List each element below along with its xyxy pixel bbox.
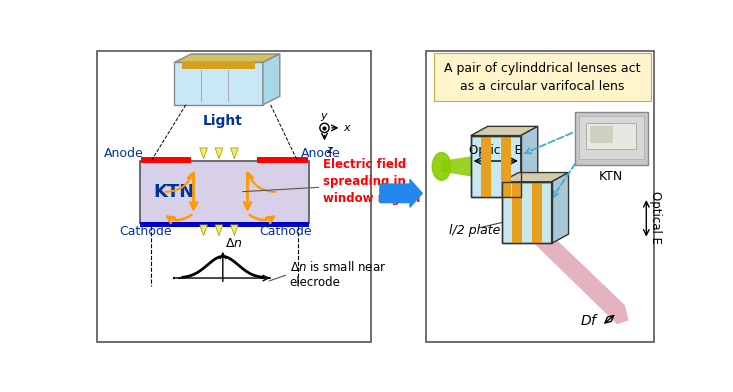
Polygon shape xyxy=(521,126,538,197)
Polygon shape xyxy=(552,172,569,243)
Text: Electric field
spreading in
window region: Electric field spreading in window regio… xyxy=(323,158,420,205)
Bar xyxy=(531,182,542,243)
Text: z: z xyxy=(326,145,332,155)
Bar xyxy=(471,136,521,197)
Polygon shape xyxy=(230,148,238,159)
Bar xyxy=(257,157,308,163)
Text: $\Delta n$: $\Delta n$ xyxy=(225,237,243,250)
Polygon shape xyxy=(230,225,238,236)
Text: l/2 plate: l/2 plate xyxy=(449,224,501,237)
Text: A pair of cylinddrical lenses act
as a circular varifocal lens: A pair of cylinddrical lenses act as a c… xyxy=(444,62,641,93)
Polygon shape xyxy=(441,156,521,176)
Text: y: y xyxy=(320,111,327,121)
Polygon shape xyxy=(199,148,207,159)
Text: Cathode: Cathode xyxy=(119,225,172,238)
Text: Cathode: Cathode xyxy=(259,225,312,238)
FancyArrow shape xyxy=(380,180,422,207)
Bar xyxy=(501,136,511,197)
Polygon shape xyxy=(215,225,223,236)
Text: KTN: KTN xyxy=(153,183,195,201)
Bar xyxy=(501,182,552,243)
Bar xyxy=(140,222,309,227)
Bar xyxy=(481,136,491,197)
Polygon shape xyxy=(501,172,569,182)
Polygon shape xyxy=(432,152,451,180)
Polygon shape xyxy=(525,220,629,324)
Bar xyxy=(471,136,521,197)
Bar xyxy=(512,182,522,243)
Text: Anode: Anode xyxy=(301,147,341,160)
Text: KTN: KTN xyxy=(599,170,623,183)
Text: $Df$: $Df$ xyxy=(581,313,600,328)
Text: Optical E: Optical E xyxy=(649,191,663,245)
Polygon shape xyxy=(174,54,280,62)
Text: Anode: Anode xyxy=(104,147,144,160)
Text: $\Delta n$ is small near
elecrode: $\Delta n$ is small near elecrode xyxy=(290,260,386,289)
Bar xyxy=(434,53,651,101)
Bar xyxy=(590,126,614,143)
Polygon shape xyxy=(199,225,207,236)
Polygon shape xyxy=(471,126,538,136)
Bar xyxy=(174,62,263,105)
Bar xyxy=(97,51,371,342)
Bar xyxy=(586,123,636,149)
Text: x: x xyxy=(343,123,350,133)
Polygon shape xyxy=(263,54,280,105)
Bar xyxy=(578,116,644,159)
Polygon shape xyxy=(215,148,223,159)
Text: Light: Light xyxy=(203,114,243,128)
Bar xyxy=(141,157,191,163)
Bar xyxy=(426,51,654,342)
Bar xyxy=(575,113,648,165)
Bar xyxy=(501,182,552,243)
Bar xyxy=(140,161,309,223)
Text: Optical E: Optical E xyxy=(469,144,522,157)
Bar xyxy=(182,62,255,69)
